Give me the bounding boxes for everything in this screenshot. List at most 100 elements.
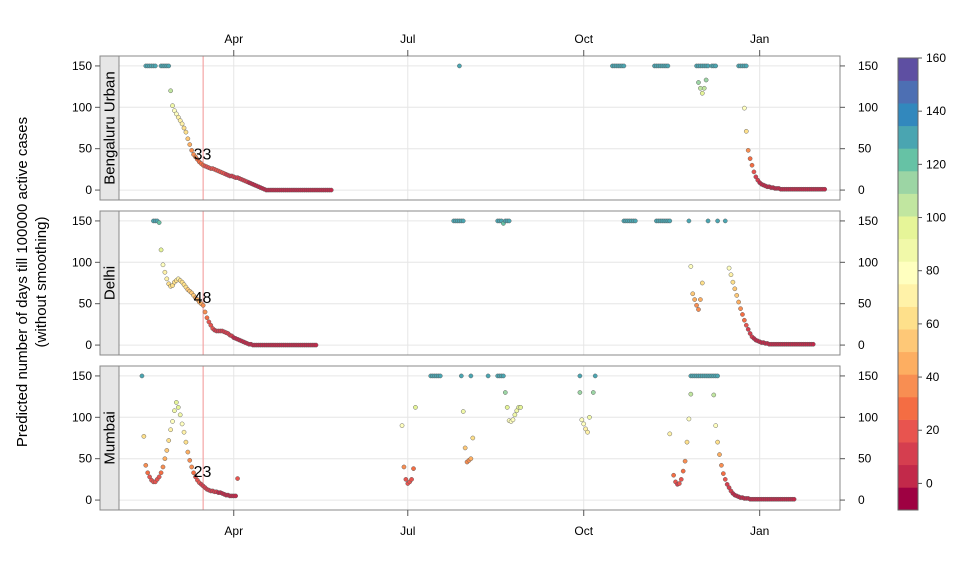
- x-tick-label-top: Oct: [574, 32, 593, 46]
- data-point: [592, 373, 598, 379]
- data-point: [518, 405, 523, 410]
- legend-tick-label: 60: [926, 317, 940, 331]
- y-tick-label-left: 150: [72, 369, 92, 383]
- data-point: [743, 322, 749, 328]
- data-point: [413, 405, 418, 410]
- y-tick-label-left: 150: [72, 59, 92, 73]
- panel-annotation: 48: [194, 290, 212, 307]
- data-point: [460, 409, 466, 414]
- data-point: [686, 416, 692, 422]
- y-tick-label-left: 0: [85, 493, 92, 507]
- data-point: [185, 136, 191, 142]
- legend-swatch: [898, 125, 918, 149]
- data-point: [694, 303, 699, 308]
- x-tick-label-top: Jan: [750, 32, 769, 46]
- data-point: [139, 373, 145, 379]
- data-point: [153, 63, 158, 69]
- legend-swatch: [898, 80, 918, 104]
- legend-border: [897, 57, 919, 511]
- panel-delhi: 48 Delhi 0 0 50 50 100 100 150 150: [72, 210, 878, 356]
- data-point: [749, 162, 755, 168]
- data-point: [202, 309, 208, 315]
- data-point: [705, 218, 711, 224]
- data-point: [457, 63, 462, 69]
- data-point: [633, 218, 638, 224]
- x-tick-label-bottom: Oct: [574, 524, 593, 538]
- data-point: [705, 63, 711, 69]
- data-point: [743, 63, 749, 69]
- data-point: [699, 90, 705, 96]
- data-point: [313, 342, 319, 348]
- data-point: [501, 373, 506, 379]
- y-axis-label-line2: (without smoothing): [33, 217, 50, 348]
- data-point: [688, 391, 694, 397]
- data-point: [703, 77, 709, 83]
- strip-label: Mumbai: [102, 411, 119, 464]
- panel-annotation: 33: [194, 147, 212, 164]
- data-point: [680, 468, 686, 474]
- data-point: [667, 431, 673, 437]
- data-point: [822, 186, 828, 192]
- legend-swatch: [898, 329, 918, 353]
- legend-swatch: [898, 487, 918, 511]
- legend-swatch: [898, 261, 918, 285]
- data-point: [743, 128, 749, 134]
- data-point: [158, 247, 164, 253]
- y-tick-label-right: 50: [858, 297, 872, 311]
- panel-border: [118, 55, 841, 201]
- data-point: [181, 429, 187, 435]
- data-point: [187, 458, 193, 463]
- data-point: [162, 456, 168, 462]
- data-point: [166, 438, 172, 443]
- data-point: [726, 265, 732, 271]
- y-axis-label-line1: Predicted number of days till 100000 act…: [14, 117, 31, 447]
- data-point: [183, 439, 189, 445]
- data-point: [715, 439, 720, 445]
- color-legend: 0 20 40 60 80 100 120 140 160: [897, 51, 946, 511]
- data-point: [168, 88, 173, 94]
- data-point: [698, 85, 703, 91]
- panel-mumbai: 23 Mumbai 0 0 50 50 100 100 150 150: [72, 365, 878, 511]
- legend-swatch: [898, 238, 918, 262]
- data-point: [677, 481, 682, 486]
- data-point: [158, 470, 164, 476]
- data-point: [621, 63, 627, 69]
- data-point: [698, 297, 703, 302]
- data-point: [183, 129, 189, 135]
- data-point: [690, 291, 696, 297]
- data-point: [504, 405, 510, 410]
- data-point: [699, 280, 705, 286]
- data-point: [181, 125, 187, 131]
- data-point: [742, 317, 747, 323]
- legend-swatch: [898, 374, 918, 398]
- data-point: [437, 373, 443, 379]
- x-tick-label-bottom: Jul: [400, 524, 415, 538]
- data-point: [459, 373, 464, 379]
- y-tick-label-right: 0: [858, 183, 865, 197]
- data-point: [587, 414, 592, 420]
- data-point: [170, 419, 175, 424]
- x-tick-label-top: Jul: [400, 32, 415, 46]
- data-point: [667, 218, 673, 224]
- legend-tick-label: 140: [926, 104, 946, 118]
- data-point: [577, 390, 583, 395]
- y-tick-label-left: 0: [85, 338, 92, 352]
- legend-swatch: [898, 442, 918, 466]
- data-point: [141, 434, 147, 439]
- data-point: [328, 187, 334, 193]
- legend-swatch: [898, 148, 918, 172]
- data-point: [189, 148, 194, 153]
- data-point: [160, 262, 166, 268]
- data-point: [510, 417, 516, 423]
- x-tick-label-bottom: Apr: [224, 524, 243, 538]
- panel-bengaluru-urban: 33 Bengaluru Urban 0 0 50 50 100 100 150 150: [72, 55, 878, 201]
- data-point: [745, 327, 751, 332]
- data-point: [665, 63, 671, 69]
- x-tick-label-bottom: Jan: [750, 524, 769, 538]
- legend-tick-label: 40: [926, 370, 940, 384]
- data-point: [460, 218, 466, 224]
- data-point: [191, 470, 196, 476]
- data-point: [166, 63, 172, 69]
- data-point: [411, 466, 416, 471]
